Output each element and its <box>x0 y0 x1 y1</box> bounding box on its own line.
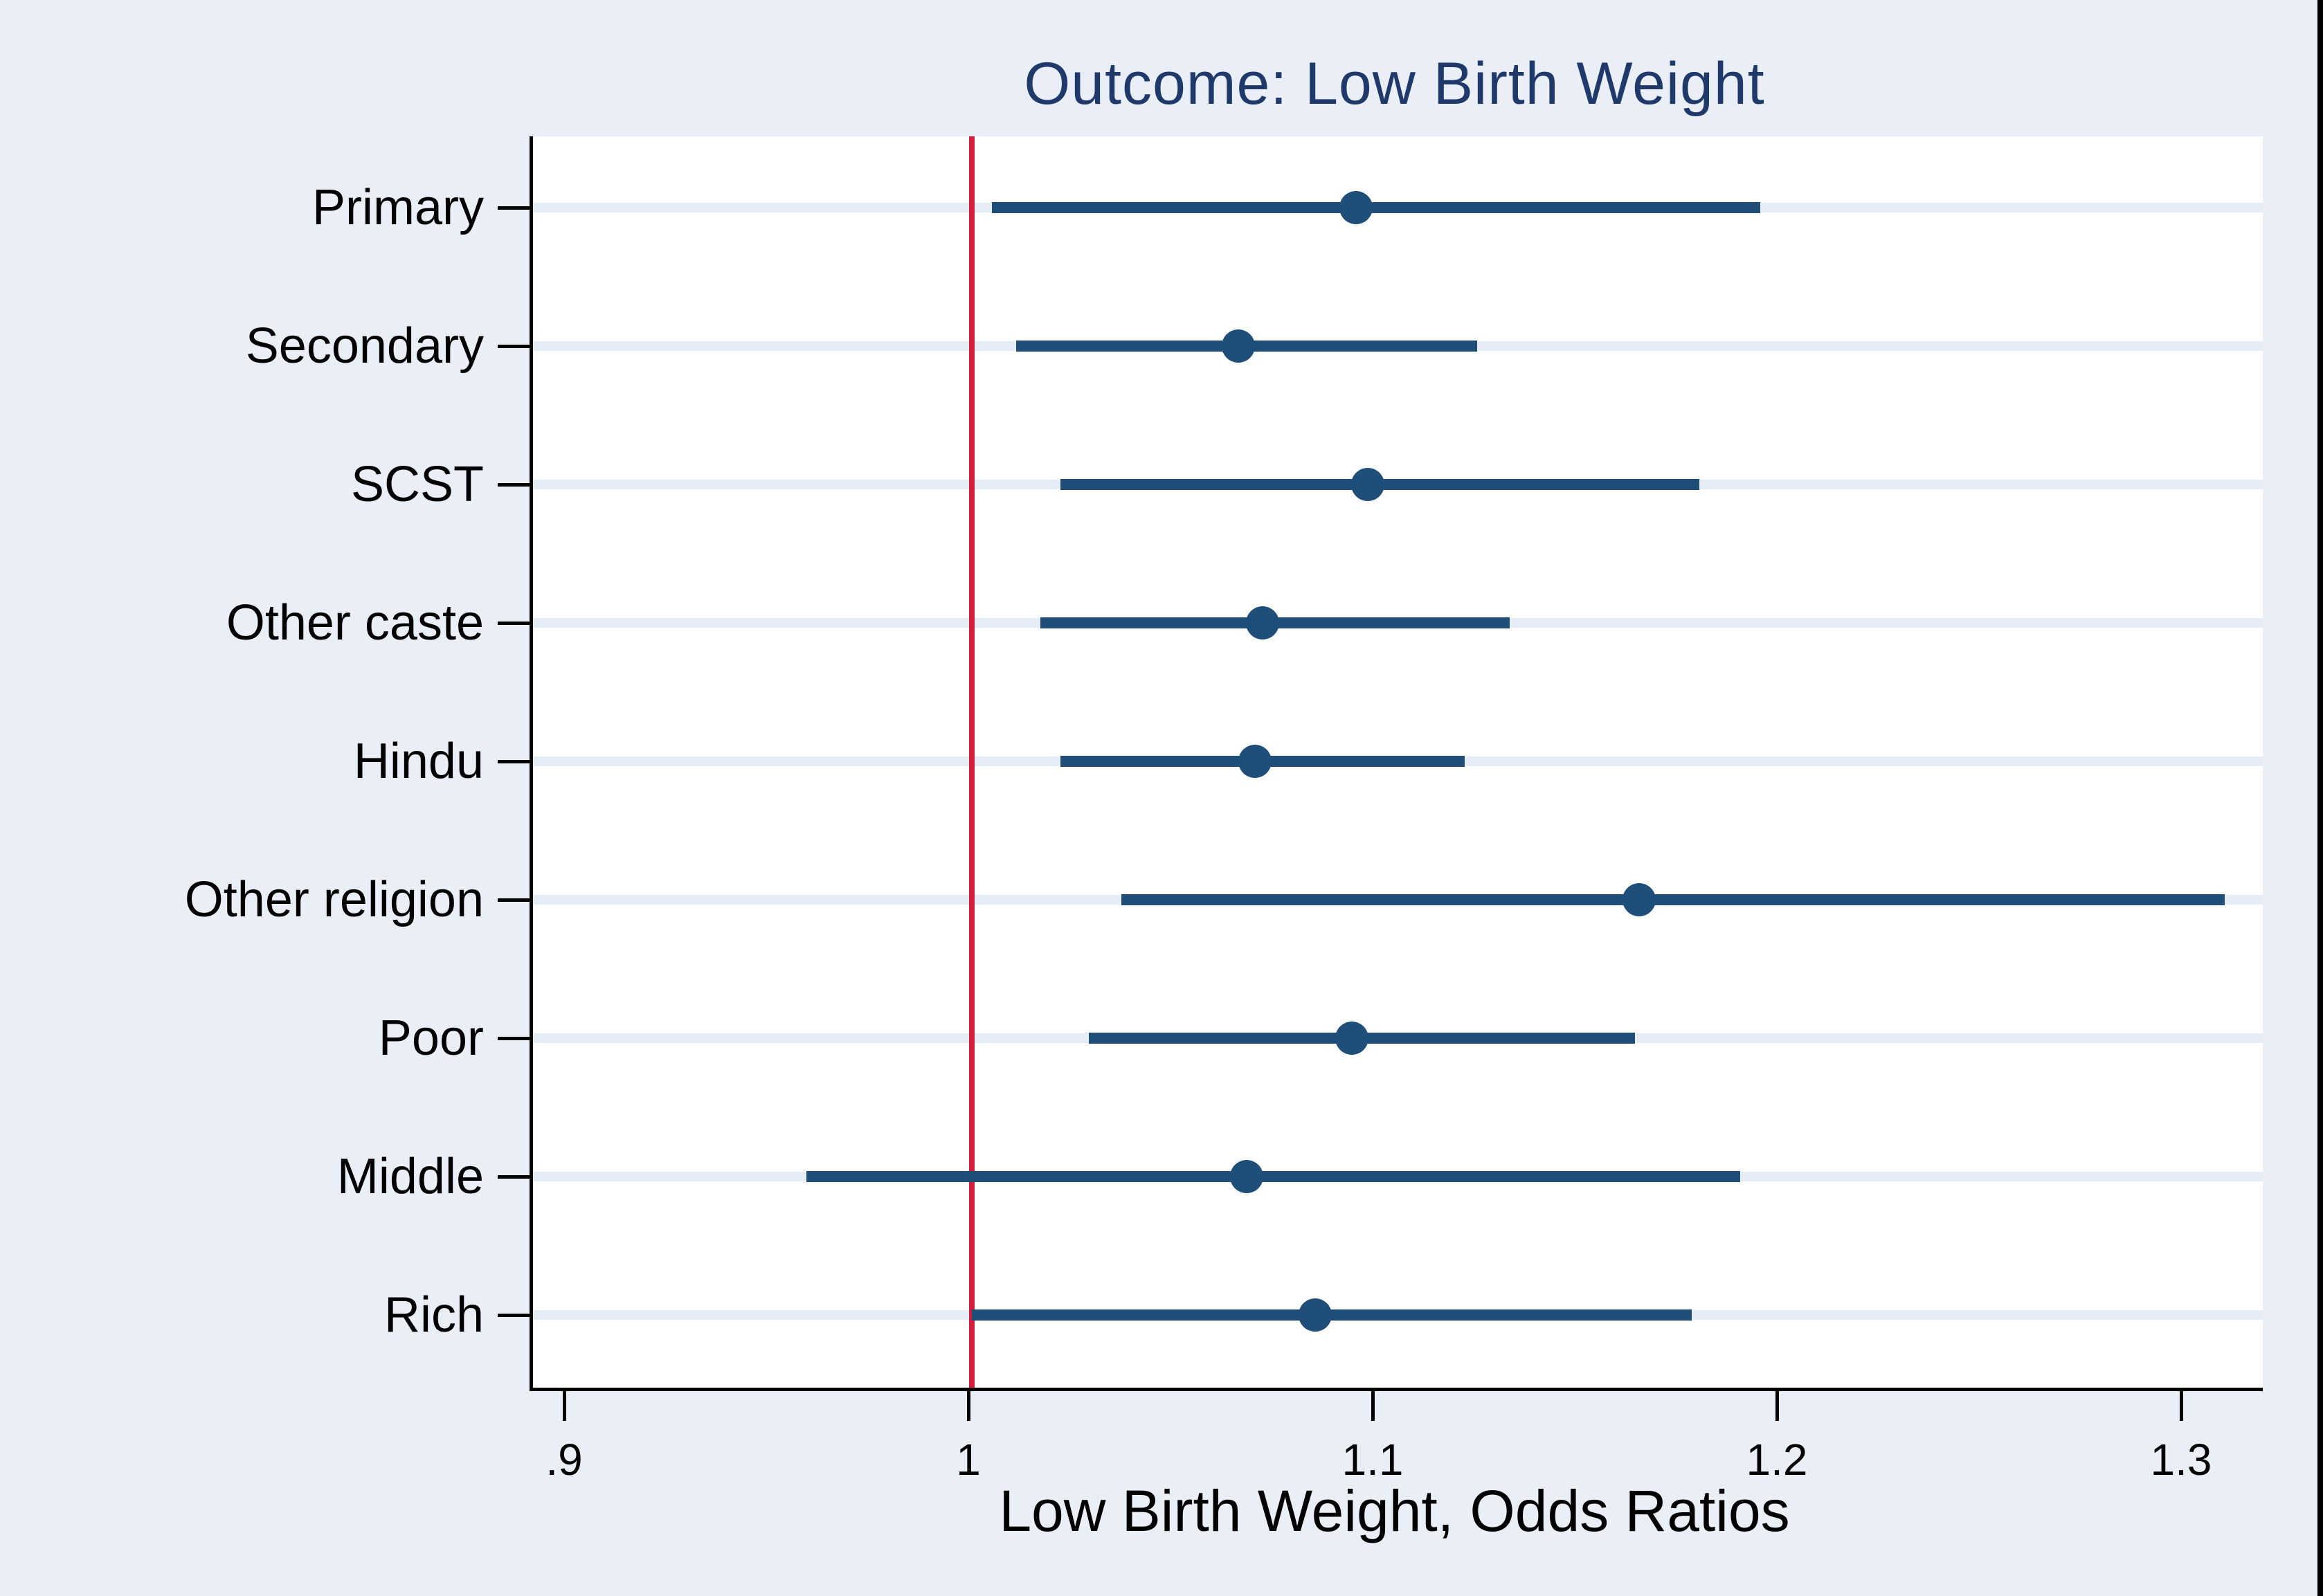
x-axis-tick-label: 1.1 <box>1341 1435 1404 1485</box>
plot-area <box>530 136 2263 1391</box>
category-label: Poor <box>378 1010 484 1066</box>
point-estimate-marker <box>1230 1160 1264 1193</box>
x-axis-tick <box>1371 1389 1375 1421</box>
point-estimate-marker <box>1246 606 1280 640</box>
y-axis-tick <box>498 1037 530 1040</box>
x-axis-tick-label: 1 <box>956 1435 981 1485</box>
confidence-interval-line <box>806 1171 1740 1182</box>
reference-line <box>969 136 975 1388</box>
category-label: Middle <box>336 1149 484 1204</box>
x-axis-tick <box>1775 1389 1779 1421</box>
screenshot-right-edge <box>2317 0 2323 1596</box>
category-label: Other religion <box>184 872 484 927</box>
confidence-interval-line <box>1121 894 2225 905</box>
point-estimate-marker <box>1339 191 1373 224</box>
y-axis-tick <box>498 345 530 348</box>
y-axis-tick <box>498 622 530 625</box>
x-axis-tick-label: .9 <box>545 1435 583 1485</box>
x-axis-tick-label: 1.2 <box>1746 1435 1808 1485</box>
category-label: Other caste <box>226 595 484 651</box>
x-axis-tick <box>563 1389 566 1421</box>
y-axis-tick <box>498 760 530 763</box>
category-label: Rich <box>383 1287 484 1343</box>
point-estimate-marker <box>1335 1022 1368 1055</box>
point-estimate-marker <box>1222 329 1256 363</box>
y-axis-tick <box>498 1314 530 1317</box>
category-label: Secondary <box>245 318 484 374</box>
point-estimate-marker <box>1299 1298 1332 1332</box>
y-axis-tick <box>498 206 530 210</box>
category-label: SCST <box>350 457 484 512</box>
category-label: Hindu <box>353 734 484 789</box>
chart-title: Outcome: Low Birth Weight <box>1024 51 1765 117</box>
confidence-interval-line <box>992 202 1760 213</box>
point-estimate-marker <box>1351 468 1385 501</box>
point-estimate-marker <box>1622 883 1656 916</box>
y-axis-tick <box>498 898 530 902</box>
x-axis-title: Low Birth Weight, Odds Ratios <box>999 1478 1790 1543</box>
category-label: Primary <box>312 180 484 235</box>
x-axis-tick <box>2180 1389 2183 1421</box>
point-estimate-marker <box>1238 745 1272 778</box>
y-axis-tick <box>498 1175 530 1179</box>
y-axis-tick <box>498 483 530 487</box>
x-axis-tick <box>967 1389 970 1421</box>
x-axis-tick-label: 1.3 <box>2150 1435 2212 1485</box>
